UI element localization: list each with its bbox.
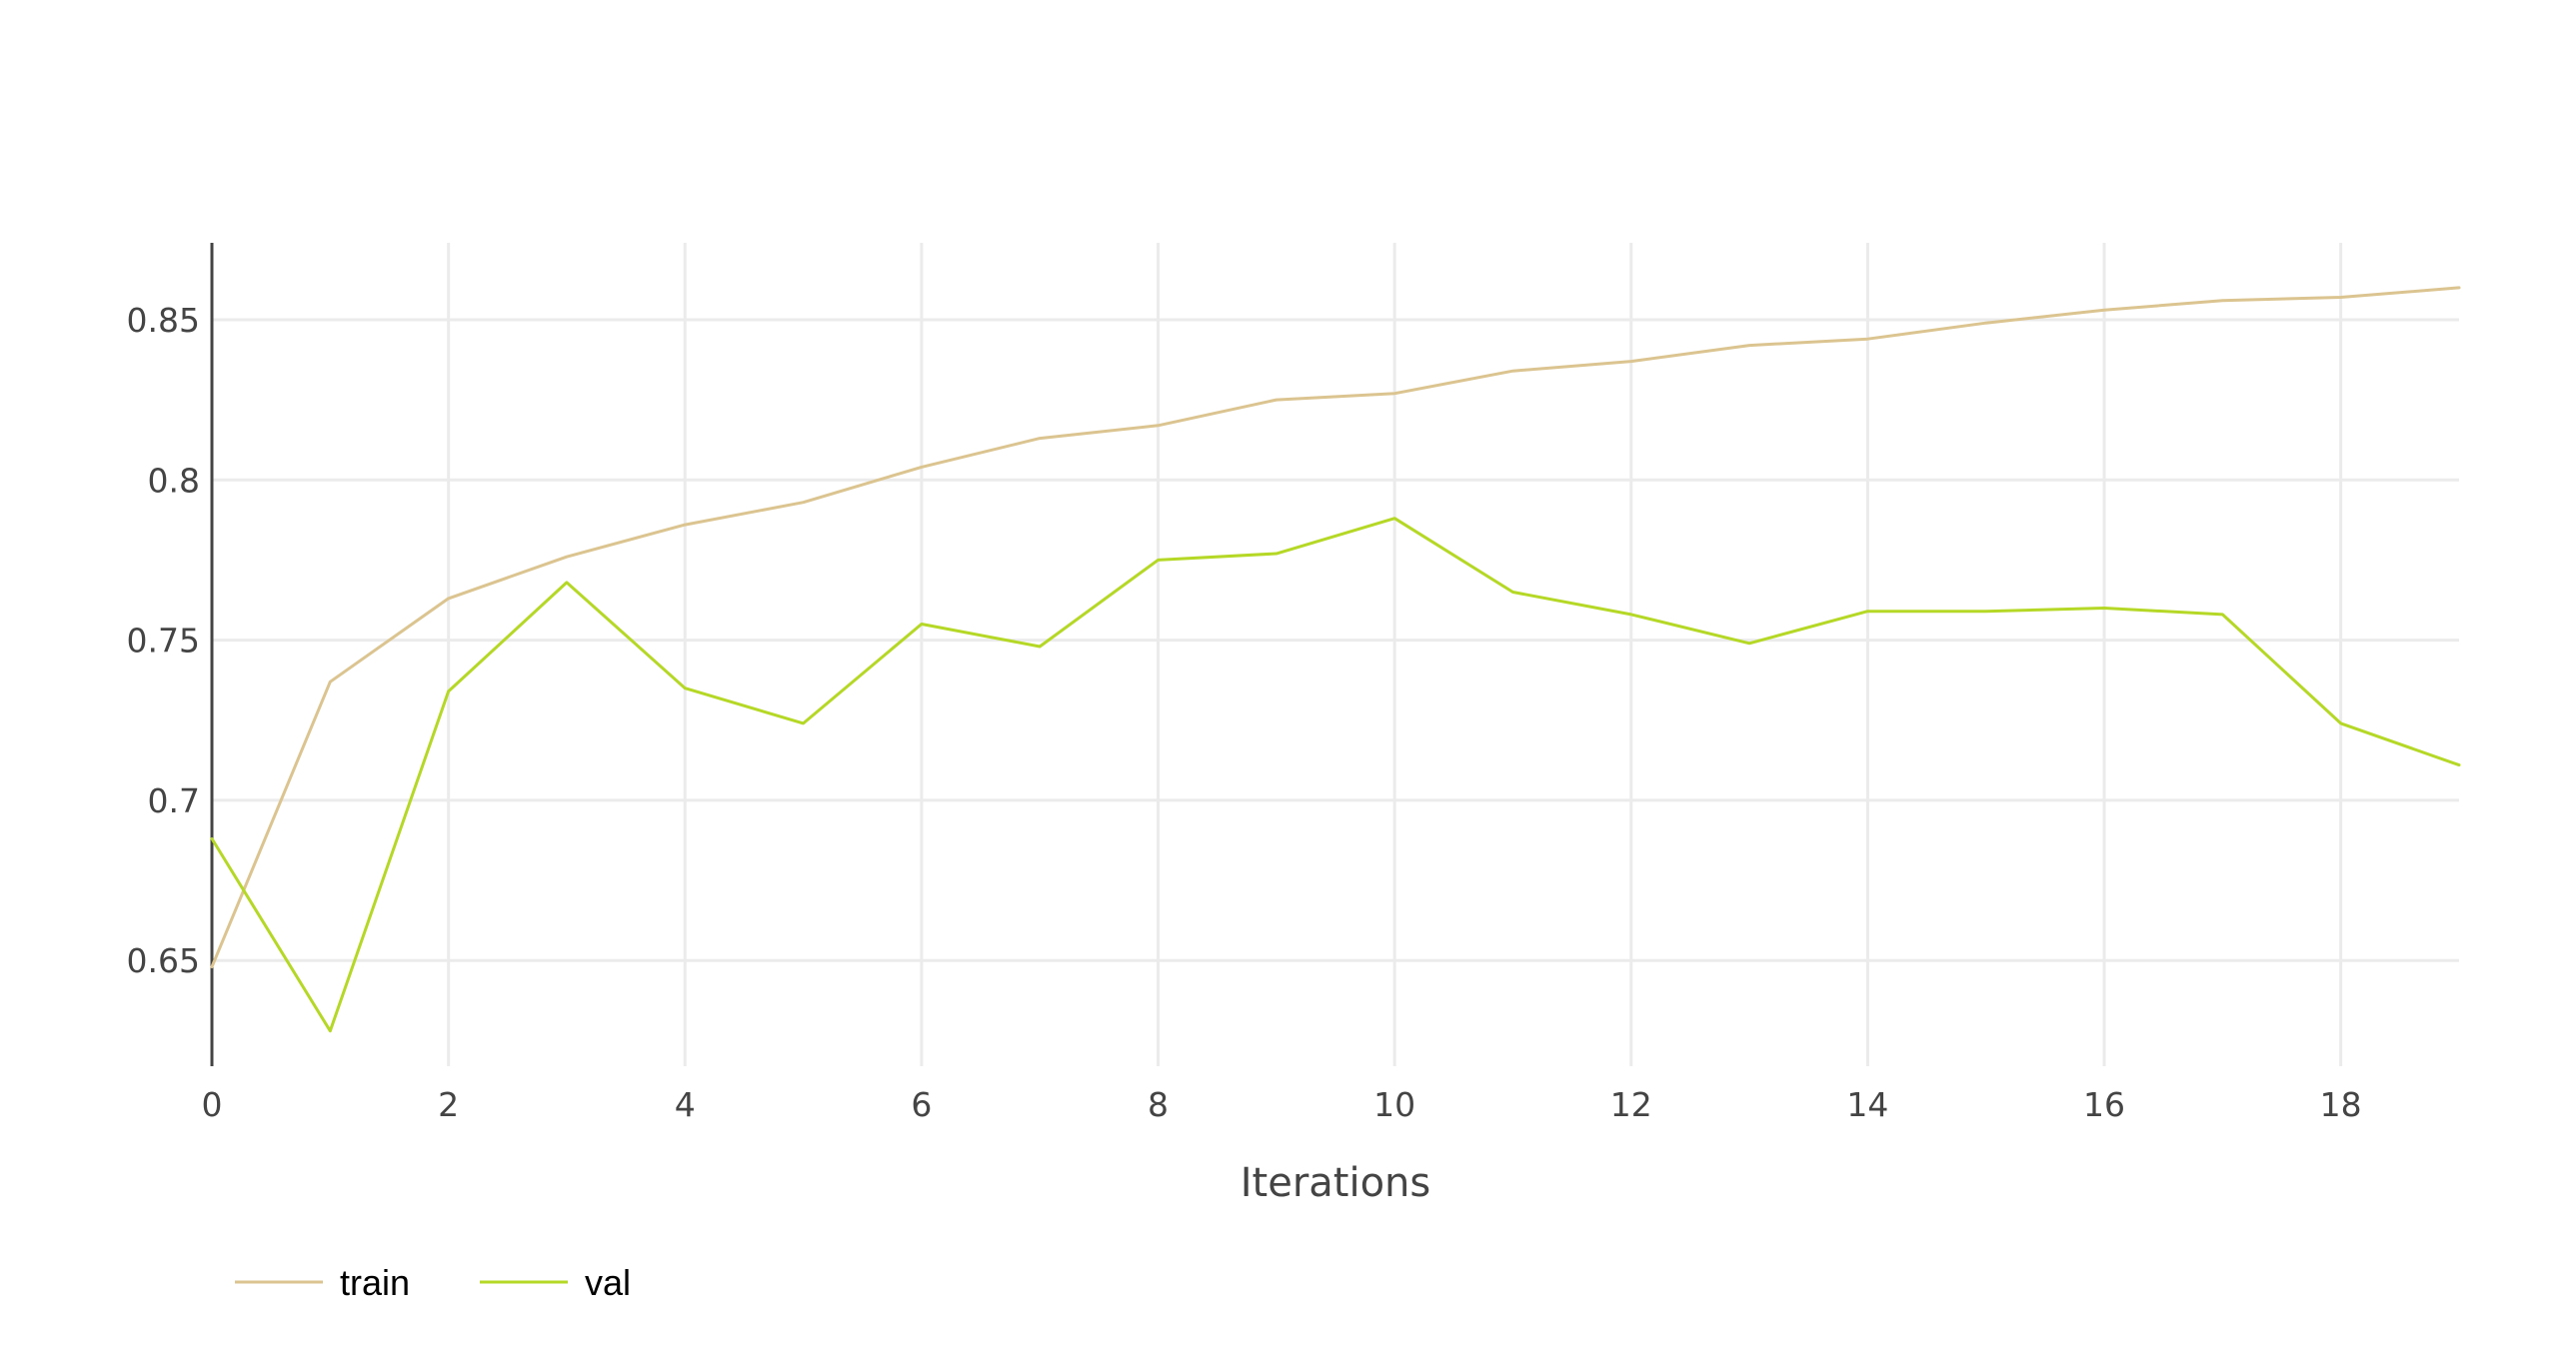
y-tick-labels: 0.65 0.7 0.75 0.8 0.85 [127, 301, 200, 980]
x-grid-lines [447, 243, 2343, 1066]
y-tick-label: 0.65 [127, 941, 200, 980]
legend-item-train[interactable]: train [235, 1262, 410, 1303]
x-tick-label: 0 [202, 1085, 223, 1124]
y-tick-label: 0.85 [127, 301, 200, 340]
x-tick-label: 16 [2083, 1085, 2125, 1124]
y-tick-label: 0.8 [148, 461, 200, 500]
x-tick-label: 14 [1846, 1085, 1888, 1124]
x-tick-label: 12 [1610, 1085, 1652, 1124]
x-axis-title: Iterations [1241, 1160, 1431, 1206]
x-tick-labels: 0 2 4 6 8 10 12 14 16 18 [202, 1085, 2362, 1124]
x-tick-label: 10 [1373, 1085, 1415, 1124]
x-tick-label: 6 [911, 1085, 932, 1124]
x-tick-label: 4 [675, 1085, 696, 1124]
legend: train val [235, 1262, 631, 1303]
legend-item-val[interactable]: val [480, 1262, 631, 1303]
series-line-val [210, 517, 2461, 1033]
y-tick-label: 0.7 [148, 781, 200, 820]
series-line-train [210, 286, 2461, 969]
x-tick-label: 8 [1148, 1085, 1169, 1124]
series-lines [210, 286, 2461, 1033]
legend-label: val [585, 1262, 631, 1303]
y-tick-label: 0.75 [127, 622, 200, 661]
x-tick-label: 2 [438, 1085, 459, 1124]
x-tick-label: 18 [2320, 1085, 2362, 1124]
y-grid-lines [212, 318, 2459, 962]
legend-label: train [340, 1262, 410, 1303]
